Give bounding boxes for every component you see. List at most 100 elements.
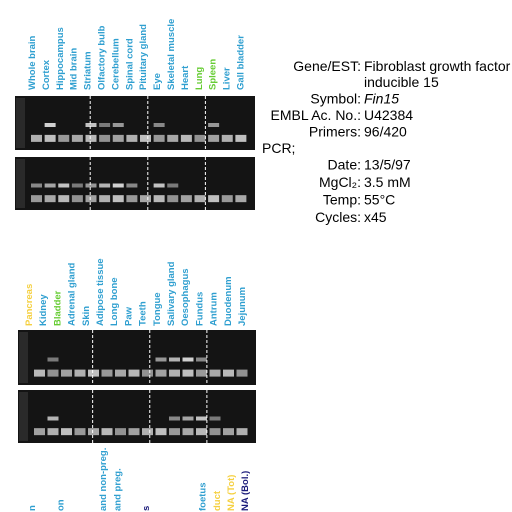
lane-label: s [141,506,152,511]
lane-label: Oesophagus [180,268,191,326]
lane-label: Long bone [109,277,120,326]
primer-band [112,195,124,203]
primer-band [153,134,165,142]
ladder [16,159,25,208]
product-band [31,183,42,188]
primer-band [196,369,207,377]
product-band [209,416,221,421]
lane-label: Mid brain [69,48,80,90]
info-label: Symbol: [310,91,361,107]
info-label: Primers: [309,124,361,140]
primer-band [85,195,97,203]
lane-label: on [56,499,67,511]
lane-label: duct [212,490,223,511]
info-value: 13/5/97 [364,157,411,173]
primer-band [223,428,234,436]
lane-label: Skeletal muscle [166,19,177,90]
ladder [19,332,28,383]
primer-band [44,195,56,203]
lane-label: Lung [194,67,205,90]
lane-label: Adrenal gland [67,262,78,326]
lane-label: Striatum [83,51,94,90]
lane-label: Antrum [209,292,220,326]
lane-label: and non-preg. [98,448,109,511]
primer-band [112,134,124,142]
primer-band [88,369,99,377]
lane-label: Cerebellum [110,38,121,90]
product-band [44,183,56,188]
product-band [126,183,138,188]
info-value: U42384 [364,107,413,123]
primer-band [61,369,72,377]
product-band [196,357,207,362]
lane-label: Teeth [138,301,149,326]
lane-label: n [27,505,38,511]
primer-band [126,134,138,142]
lane-label: and preg. [112,468,123,511]
product-band [58,183,70,188]
product-band [182,416,194,421]
lane-label: Paw [123,306,134,326]
primer-band [34,428,45,436]
primer-band [47,428,59,436]
lane-label: Spinal cord [124,38,135,90]
lane-label: Fundus [194,292,205,326]
primer-band [155,369,167,377]
info-value: 3.5 mM [364,174,411,190]
info-label: Date: [328,157,361,173]
primer-band [71,195,83,203]
lane-label: Kidney [38,294,49,326]
product-band [85,123,97,127]
lane-label: NA (Tot) [226,475,237,511]
primer-band [167,134,179,142]
primer-band [85,134,97,142]
primer-band [140,134,151,142]
primer-band [58,195,70,203]
primer-band [128,428,140,436]
lane-label: Olfactory bulb [97,25,108,90]
product-band [71,183,83,188]
primer-band [169,428,180,436]
primer-band [140,195,151,203]
product-band [153,123,165,127]
product-band [112,183,124,188]
primer-band [180,195,192,203]
primer-band [128,369,140,377]
info-label: Temp: [323,192,361,208]
ladder [16,98,25,148]
primer-band [153,195,165,203]
primer-band [221,134,233,142]
product-band [169,357,180,362]
primer-band [115,369,126,377]
info-value: inducible 15 [364,74,439,90]
primer-band [182,428,194,436]
info-label: MgCl₂: [319,174,361,190]
primer-band [167,195,179,203]
primer-band [34,369,45,377]
primer-band [101,369,113,377]
primer-band [58,134,70,142]
primer-band [155,428,167,436]
primer-band [71,134,83,142]
lane-label: Eye [152,73,163,90]
info-value: x45 [364,209,387,225]
product-band [47,357,59,362]
lane-label: Duodenum [223,276,234,326]
primer-band [169,369,180,377]
lane-label: Salivary gland [166,261,177,326]
product-band [208,123,220,127]
primer-band [47,369,59,377]
lane-label: Pituitary gland [138,24,149,90]
primer-band [194,134,206,142]
primer-band [182,369,194,377]
product-band [155,357,167,362]
lane-label: Whole brain [27,35,38,90]
primer-band [126,195,138,203]
primer-band [209,428,221,436]
product-band [99,183,111,188]
lane-label: Gall bladder [236,35,247,90]
primer-band [235,195,247,203]
product-band [167,183,179,188]
primer-band [180,134,192,142]
